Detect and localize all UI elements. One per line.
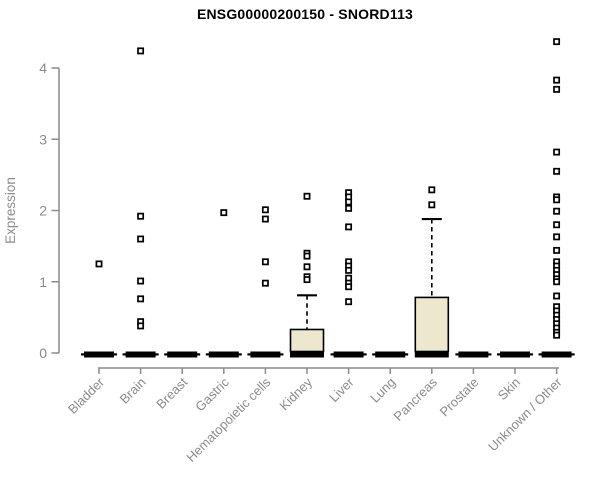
box — [333, 351, 364, 358]
outlier-point — [553, 38, 561, 46]
outlier-point — [553, 207, 561, 215]
outlier-point — [345, 283, 353, 291]
boxplot-pancreas — [414, 186, 450, 358]
outlier-point — [553, 76, 561, 84]
outlier-point — [428, 201, 436, 209]
box — [458, 351, 489, 358]
x-tick-label: Skin — [495, 375, 523, 403]
outlier-point — [553, 292, 561, 300]
outlier-point — [261, 215, 269, 223]
median-line — [290, 351, 324, 358]
boxplot-kidney — [289, 192, 325, 358]
box — [84, 351, 114, 358]
box — [208, 351, 239, 358]
outlier-point — [553, 233, 561, 241]
box — [289, 328, 325, 353]
outlier-point — [553, 148, 561, 156]
outlier-point — [261, 279, 269, 287]
outlier-point — [261, 206, 269, 214]
outlier-point — [345, 204, 353, 212]
boxplot-unknown-other — [538, 38, 575, 358]
outlier-point — [345, 266, 353, 274]
y-tick-label: 4 — [39, 60, 47, 76]
outlier-point — [345, 223, 353, 231]
outlier-point — [553, 196, 561, 204]
boxplot-prostate — [455, 351, 492, 358]
boxplot-hematopoietic-cells — [247, 206, 284, 358]
box — [541, 351, 572, 358]
chart-title: ENSG00000200150 - SNORD113 — [196, 6, 414, 22]
outlier-point — [428, 186, 436, 194]
box — [125, 351, 156, 358]
x-tick-label: Gastric — [192, 374, 232, 414]
box — [375, 351, 406, 358]
x-tick-label: Pancreas — [390, 374, 440, 424]
outlier-point — [303, 192, 311, 200]
x-tick-label: Bladder — [65, 374, 108, 417]
outlier-point — [345, 298, 353, 306]
x-tick-label: Kidney — [276, 374, 315, 413]
box — [500, 351, 530, 358]
outlier-point — [95, 260, 103, 268]
y-tick-label: 3 — [39, 131, 47, 147]
outlier-point — [345, 198, 353, 206]
outlier-point — [137, 295, 145, 303]
outlier-point — [553, 85, 561, 93]
box — [414, 296, 450, 353]
box — [250, 351, 281, 358]
boxplot-gastric — [205, 209, 242, 358]
outlier-point — [137, 277, 145, 285]
outlier-point — [553, 167, 561, 175]
outlier-point — [137, 47, 145, 55]
outlier-point — [220, 209, 228, 217]
boxplot-lung — [372, 351, 409, 358]
outlier-point — [303, 263, 311, 271]
outlier-point — [553, 331, 561, 339]
outlier-point — [303, 276, 311, 284]
boxplot-brain — [122, 47, 159, 358]
outlier-point — [137, 212, 145, 220]
outlier-point — [303, 252, 311, 260]
y-tick-label: 1 — [39, 274, 47, 290]
x-tick-label: Liver — [326, 374, 357, 405]
outlier-point — [553, 278, 561, 286]
x-tick-label: Unknown / Other — [485, 374, 565, 454]
x-tick-label: Brain — [117, 375, 149, 407]
outlier-point — [137, 322, 145, 330]
x-tick-label: Breast — [153, 374, 190, 411]
y-tick-label: 2 — [39, 203, 47, 219]
box — [167, 351, 198, 358]
median-line — [414, 351, 449, 358]
x-tick-label: Prostate — [437, 375, 482, 420]
boxplot-breast — [164, 351, 201, 358]
x-tick-label: Lung — [367, 375, 398, 406]
y-axis-title: Expression — [3, 177, 18, 244]
outlier-point — [553, 221, 561, 229]
outlier-point — [553, 246, 561, 254]
outlier-point — [137, 235, 145, 243]
outlier-point — [261, 258, 269, 266]
boxplot-skin — [497, 351, 533, 358]
boxplot-liver — [330, 189, 367, 358]
y-tick-label: 0 — [39, 345, 47, 361]
boxplot-bladder — [81, 260, 117, 358]
